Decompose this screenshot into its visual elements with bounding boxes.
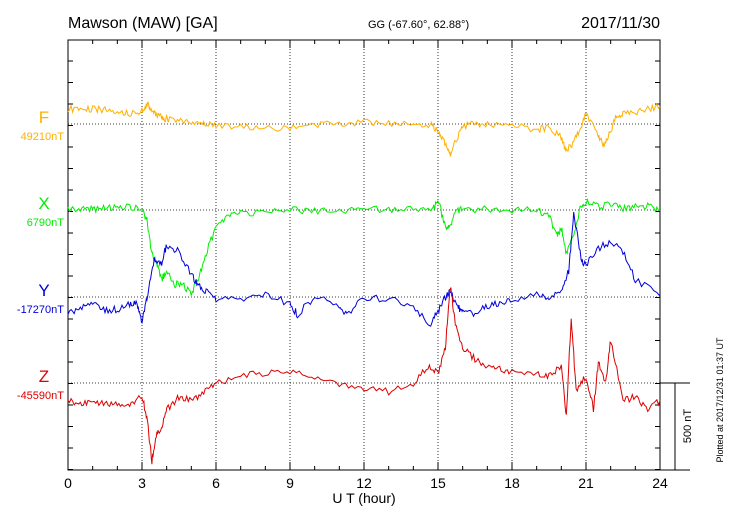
series-baseline-F: 49210nT <box>21 131 65 143</box>
series-name-Z: Z <box>39 367 49 386</box>
scale-bar: 500 nT <box>660 382 694 471</box>
series-line-Z <box>67 287 661 465</box>
x-axis-label: U T (hour) <box>332 490 395 506</box>
x-tick-label: 9 <box>286 475 294 491</box>
plotted-note: Plotted at 2017/12/31 01:37 UT <box>715 337 725 463</box>
x-tick-label: 15 <box>430 475 446 491</box>
series-baseline-Y: -17270nT <box>17 304 64 316</box>
series-baseline-X: 6790nT <box>27 217 65 229</box>
station-title: Mawson (MAW) [GA] <box>68 15 218 32</box>
x-tick-label: 6 <box>212 475 220 491</box>
x-tick-label: 21 <box>578 475 594 491</box>
scale-label: 500 nT <box>682 409 694 444</box>
series-name-F: F <box>39 108 49 127</box>
x-tick-label: 12 <box>356 475 372 491</box>
series-line-Y <box>67 211 661 327</box>
series-name-Y: Y <box>38 281 49 300</box>
series-name-X: X <box>38 194 49 213</box>
series-baseline-Z: -45590nT <box>17 390 64 402</box>
plot-frame <box>67 39 661 471</box>
series-line-F <box>67 101 661 157</box>
series-lines <box>67 101 661 465</box>
chart-date: 2017/11/30 <box>581 15 660 32</box>
axis-ticks: 0 3 6 9 12 15 18 21 24 <box>64 40 668 491</box>
hour-gridlines <box>141 40 587 470</box>
station-coords: GG (-67.60°, 62.88°) <box>368 19 469 31</box>
x-tick-label: 3 <box>138 475 146 491</box>
x-tick-label: 24 <box>652 475 668 491</box>
series-line-X <box>67 197 661 296</box>
x-tick-label: 18 <box>504 475 520 491</box>
series-labels: F 49210nT X 6790nT Y -17270nT Z -45590nT <box>17 108 64 402</box>
x-tick-label: 0 <box>64 475 72 491</box>
